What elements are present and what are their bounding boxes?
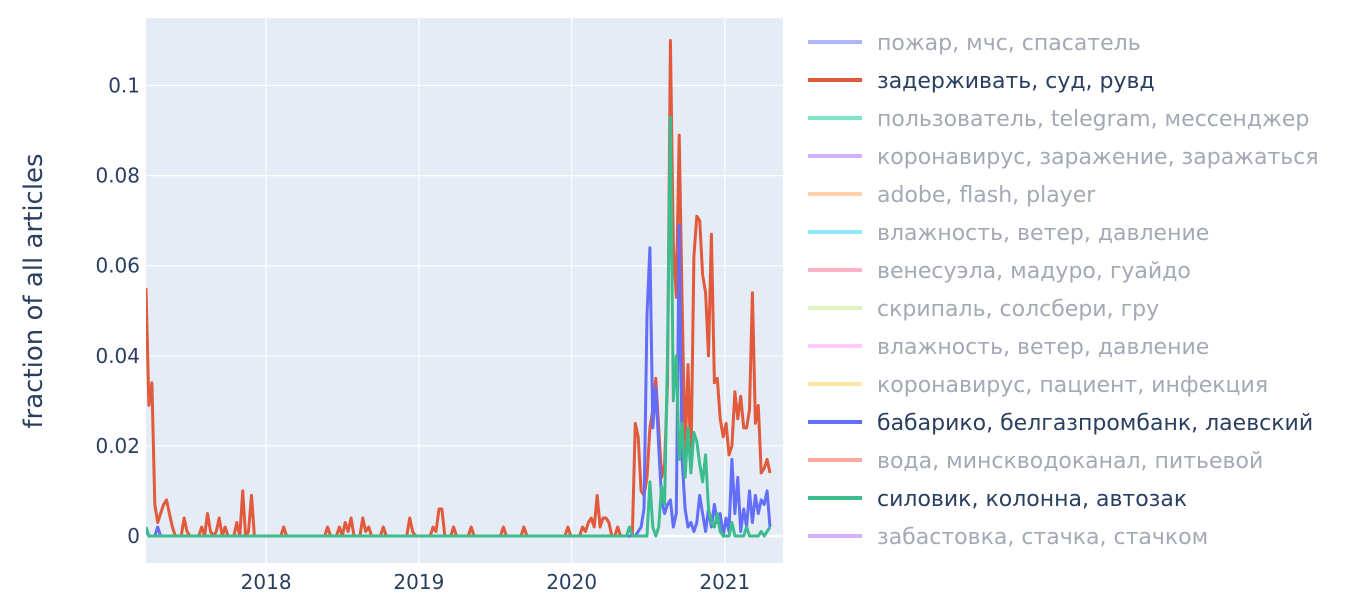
legend-label: скрипаль, солсбери, гру [877, 297, 1159, 322]
y-tick-label: 0.06 [95, 254, 140, 278]
y-axis-ticks: 0 0.02 0.04 0.06 0.08 0.1 [95, 74, 140, 548]
legend-label: вода, минскводоканал, питьевой [877, 449, 1263, 474]
legend[interactable]: пожар, мчс, спасатель задерживать, суд, р… [808, 31, 1319, 550]
y-tick-label: 0.02 [95, 434, 140, 458]
legend-label: задерживать, суд, рувд [877, 69, 1155, 94]
y-tick-label: 0.04 [95, 344, 140, 368]
plot-background [146, 18, 783, 563]
legend-label: бабарико, белгазпромбанк, лаевский [877, 411, 1313, 436]
y-tick-label: 0.08 [95, 164, 140, 188]
x-tick-label: 2020 [546, 570, 597, 594]
legend-item[interactable]: пользователь, telegram, мессенджер [808, 107, 1309, 132]
gridlines [146, 18, 783, 563]
legend-label: влажность, ветер, давление [877, 335, 1209, 360]
legend-label: венесуэла, мадуро, гуайдо [877, 259, 1191, 284]
series-lines [146, 39, 772, 538]
legend-label: силовик, колонна, автозак [877, 487, 1187, 512]
legend-item[interactable]: влажность, ветер, давление [808, 221, 1209, 246]
legend-item[interactable]: adobe, flash, player [808, 183, 1096, 208]
series-line [146, 115, 772, 538]
legend-item[interactable]: скрипаль, солсбери, гру [808, 297, 1159, 322]
x-axis-ticks: 2018 2019 2020 2021 [241, 570, 751, 594]
legend-item[interactable]: пожар, мчс, спасатель [808, 31, 1141, 56]
legend-item[interactable]: венесуэла, мадуро, гуайдо [808, 259, 1191, 284]
legend-item[interactable]: задерживать, суд, рувд [808, 69, 1155, 94]
y-tick-label: 0.1 [108, 74, 140, 98]
x-tick-label: 2021 [699, 570, 750, 594]
legend-item[interactable]: влажность, ветер, давление [808, 335, 1209, 360]
legend-item[interactable]: забастовка, стачка, стачком [808, 525, 1208, 550]
legend-label: пожар, мчс, спасатель [877, 31, 1141, 56]
x-tick-label: 2019 [393, 570, 444, 594]
legend-label: влажность, ветер, давление [877, 221, 1209, 246]
series-line [146, 223, 772, 538]
legend-item[interactable]: коронавирус, заражение, заражаться [808, 145, 1319, 170]
y-tick-label: 0 [127, 524, 140, 548]
legend-item[interactable]: силовик, колонна, автозак [808, 487, 1187, 512]
legend-label: забастовка, стачка, стачком [877, 525, 1208, 550]
legend-item[interactable]: бабарико, белгазпромбанк, лаевский [808, 411, 1313, 436]
legend-label: пользователь, telegram, мессенджер [877, 107, 1309, 132]
legend-label: adobe, flash, player [877, 183, 1096, 208]
legend-item[interactable]: коронавирус, пациент, инфекция [808, 373, 1268, 398]
legend-item[interactable]: вода, минскводоканал, питьевой [808, 449, 1263, 474]
legend-label: коронавирус, пациент, инфекция [877, 373, 1268, 398]
legend-label: коронавирус, заражение, заражаться [877, 145, 1319, 170]
x-tick-label: 2018 [241, 570, 292, 594]
y-axis-title: fraction of all articles [19, 153, 49, 428]
